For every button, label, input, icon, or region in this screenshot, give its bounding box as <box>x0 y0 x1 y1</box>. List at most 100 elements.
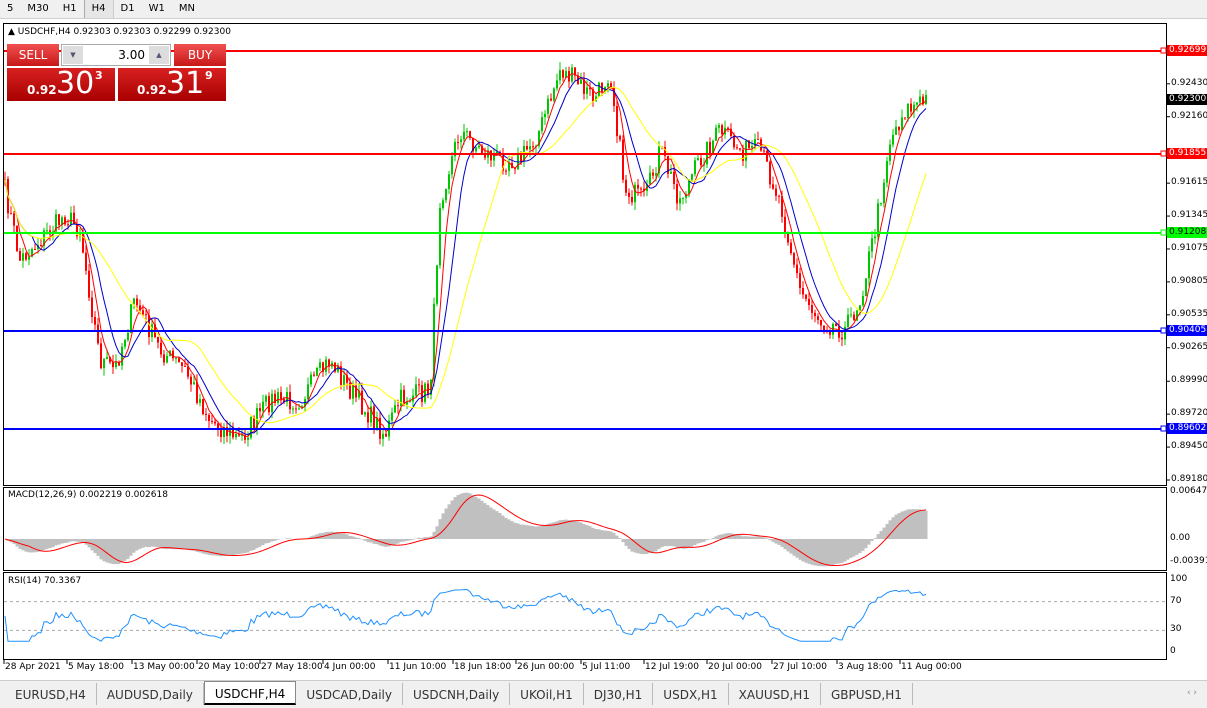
macd-histogram-bar <box>636 539 640 554</box>
tab-scroll-arrows-icon[interactable]: ‹ › <box>1186 688 1197 698</box>
tab-usdx[interactable]: USDX,H1 <box>653 683 729 705</box>
macd-histogram-bar <box>669 539 673 546</box>
candle-body <box>538 131 540 146</box>
macd-histogram-bar <box>408 539 412 541</box>
buy-button[interactable]: BUY <box>174 44 226 66</box>
candle-body <box>751 145 753 149</box>
time-axis-label: 13 May 00:00 <box>133 662 195 672</box>
macd-histogram-bar <box>375 539 379 545</box>
macd-histogram-bar <box>213 539 217 556</box>
candle-body <box>571 67 573 82</box>
macd-histogram-bar <box>45 539 49 549</box>
candle-body <box>328 359 330 367</box>
macd-histogram-bar <box>561 519 565 539</box>
candle-body <box>397 405 399 407</box>
candle-body <box>187 366 189 377</box>
tab-xauusd[interactable]: XAUUSD,H1 <box>729 683 821 705</box>
candle-body <box>850 314 852 316</box>
tab-usdcnh[interactable]: USDCNH,Daily <box>403 683 511 705</box>
candle-body <box>85 252 87 271</box>
tf-5[interactable]: 5 <box>7 3 14 14</box>
macd-histogram-bar <box>315 534 319 539</box>
candle-body <box>40 244 42 246</box>
macd-histogram-bar <box>594 528 598 539</box>
candle-body <box>748 140 750 149</box>
tf-mn[interactable]: MN <box>178 3 195 14</box>
macd-histogram-bar <box>573 520 577 539</box>
candle-body <box>841 337 843 340</box>
macd-histogram-bar <box>72 539 76 542</box>
tab-usdcad[interactable]: USDCAD,Daily <box>296 683 403 705</box>
candle-body <box>361 390 363 415</box>
macd-histogram-bar <box>783 539 787 550</box>
candle-body <box>382 433 384 439</box>
macd-histogram-bar <box>399 539 403 542</box>
candle-body <box>100 343 102 369</box>
candle-body <box>193 382 195 385</box>
macd-histogram-bar <box>696 539 700 544</box>
candle-body <box>643 188 645 191</box>
buy-price-sup: 9 <box>205 69 213 82</box>
tf-w1[interactable]: W1 <box>148 3 165 14</box>
macd-histogram-bar <box>585 525 589 539</box>
candle-body <box>694 160 696 175</box>
candle-body <box>622 139 624 180</box>
macd-histogram-bar <box>528 525 532 539</box>
tf-h4[interactable]: H4 <box>83 0 114 18</box>
volume-field[interactable]: ▼ 3.00 ▲ <box>61 44 171 66</box>
macd-histogram-bar <box>795 539 799 558</box>
candle-body <box>286 392 288 403</box>
buy-price[interactable]: 0.92 31 9 <box>118 66 226 101</box>
macd-histogram-bar <box>153 539 157 547</box>
tab-ukoil[interactable]: UKOil,H1 <box>510 683 584 705</box>
tab-eurusd[interactable]: EURUSD,H4 <box>5 683 97 705</box>
candle-body <box>127 332 129 341</box>
candle-body <box>856 310 858 321</box>
candle-body <box>235 434 237 438</box>
macd-histogram-bar <box>357 537 361 539</box>
level-handle <box>1160 425 1167 432</box>
macd-histogram-bar <box>183 539 187 550</box>
macd-histogram-bar <box>39 539 43 552</box>
volume-up-icon[interactable]: ▲ <box>149 46 169 64</box>
macd-histogram-bar <box>747 536 751 539</box>
volume-value[interactable]: 3.00 <box>118 48 145 62</box>
macd-histogram-bar <box>111 539 115 565</box>
macd-histogram-bar <box>756 536 760 539</box>
tab-usdchf[interactable]: USDCHF,H4 <box>203 681 297 705</box>
candle-body <box>124 340 126 347</box>
candle-body <box>322 362 324 372</box>
candle-body <box>565 70 567 78</box>
candle-body <box>634 184 636 203</box>
candle-body <box>55 214 57 232</box>
volume-down-icon[interactable]: ▼ <box>63 46 83 64</box>
candle-body <box>385 433 387 437</box>
macd-histogram-bar <box>516 523 520 539</box>
tab-audusd[interactable]: AUDUSD,Daily <box>97 683 204 705</box>
timeframe-toolbar: 5 M30 H1 H4 D1 W1 MN <box>0 0 1207 19</box>
macd-histogram-bar <box>813 539 817 566</box>
tf-m30[interactable]: M30 <box>27 3 49 14</box>
tf-d1[interactable]: D1 <box>120 3 135 14</box>
price-chart[interactable] <box>0 0 1207 680</box>
candle-body <box>859 305 861 311</box>
sell-button[interactable]: SELL <box>7 44 59 66</box>
candle-body <box>817 316 819 320</box>
macd-histogram-bar <box>606 530 610 539</box>
macd-histogram-bar <box>54 539 58 546</box>
candle-body <box>136 298 138 306</box>
tab-dj30[interactable]: DJ30,H1 <box>584 683 654 705</box>
candle-body <box>22 253 24 261</box>
candle-body <box>406 402 408 405</box>
candle-body <box>814 312 816 317</box>
sell-price[interactable]: 0.92 30 3 <box>7 66 115 101</box>
tab-gbpusd[interactable]: GBPUSD,H1 <box>821 683 913 705</box>
tf-h1[interactable]: H1 <box>62 3 77 14</box>
candle-body <box>481 145 483 154</box>
candle-body <box>778 195 780 197</box>
macd-histogram-bar <box>42 539 46 551</box>
price-scale-label: 0.89450 <box>1171 441 1207 452</box>
macd-histogram-bar <box>645 539 649 554</box>
macd-histogram-bar <box>591 527 595 539</box>
macd-histogram-bar <box>612 532 616 539</box>
